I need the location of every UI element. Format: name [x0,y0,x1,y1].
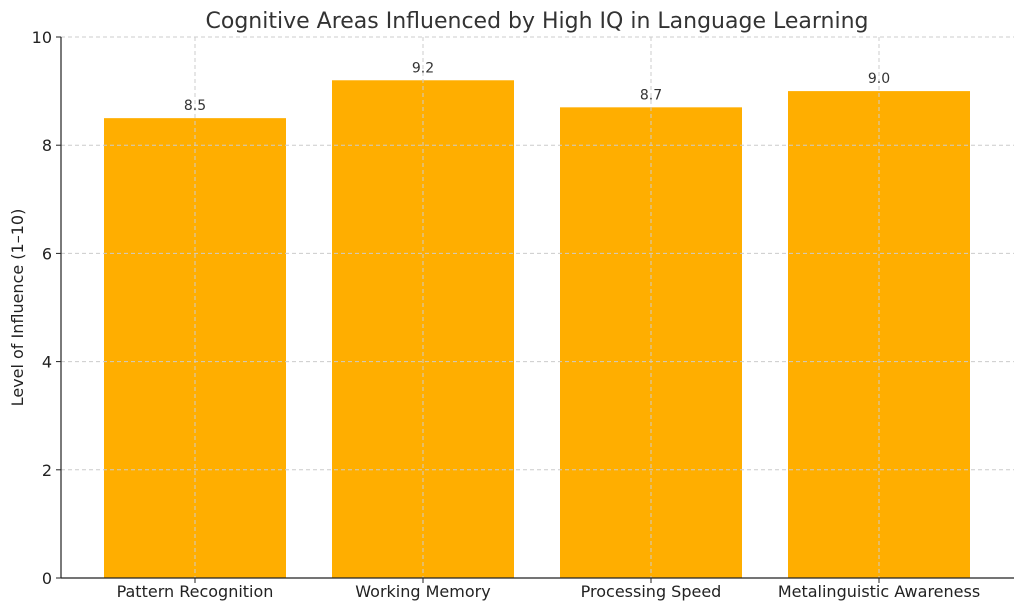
y-tick-label-4: 8 [42,136,52,155]
value-label-3: 9.0 [868,71,890,87]
x-tick-label-3: Metalinguistic Awareness [778,582,980,601]
value-label-0: 8.5 [184,98,206,114]
labels-layer: 0 2 4 6 8 10 Pattern Recognition Working Memory… [32,28,981,601]
grid-layer [61,36,1014,579]
y-tick-label-0: 0 [42,569,52,588]
y-axis-label: Level of Influence (1–10) [8,209,27,407]
x-tick-label-1: Working Memory [355,582,490,601]
bars-layer [104,80,970,579]
value-label-2: 8.7 [640,87,662,103]
x-tick-label-2: Processing Speed [581,582,722,601]
y-tick-label-5: 10 [32,28,52,47]
axes-layer [56,36,1014,583]
chart-title: Cognitive Areas Influenced by High IQ in… [206,9,869,34]
x-tick-label-0: Pattern Recognition [117,582,274,601]
bar-1 [332,80,514,578]
y-tick-label-1: 2 [42,461,52,480]
value-label-1: 9.2 [412,60,434,76]
y-tick-label-2: 4 [42,353,52,372]
y-tick-label-3: 6 [42,244,52,263]
